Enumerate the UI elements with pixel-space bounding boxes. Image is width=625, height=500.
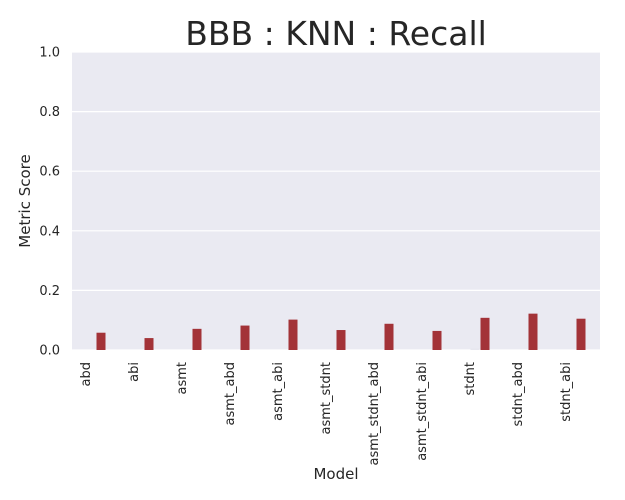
y-tick-label: 0.4 [39, 224, 60, 239]
y-tick-label: 0.0 [39, 344, 60, 359]
bar-asmt_stdnt_abi-series-2 [432, 330, 442, 350]
y-axis-label: Metric Score [16, 154, 34, 247]
x-tick-label: asmt_abd [223, 362, 238, 425]
chart-title: BBB : KNN : Recall [185, 14, 487, 53]
bar-stdnt_abi-series-2 [576, 318, 586, 350]
y-tick-label: 0.2 [39, 284, 60, 299]
x-tick-label: stdnt_abd [511, 362, 526, 426]
bar-asmt_stdnt-series-2 [336, 330, 346, 350]
plot-area [72, 52, 600, 350]
x-tick-label: asmt_stdnt_abd [367, 362, 382, 465]
x-axis-label: Model [313, 465, 358, 483]
bar-asmt_abd-series-2 [240, 325, 250, 350]
x-tick-label: asmt_stdnt [319, 362, 334, 434]
bars [96, 313, 586, 350]
x-tick-label: stdnt_abi [559, 362, 574, 422]
x-tick-label: stdnt [463, 362, 478, 395]
bar-asmt-series-2 [192, 328, 202, 350]
x-tick-label: asmt_stdnt_abi [415, 362, 430, 461]
x-tick-label: abi [127, 362, 142, 382]
x-axis-ticks: abd abi asmt asmt_abd asmt_abi asmt_stdnt asmt… [79, 362, 574, 465]
bar-stdnt-series-1 [470, 348, 480, 350]
y-tick-label: 0.6 [39, 165, 60, 180]
bar-stdnt_abd-series-2 [528, 313, 538, 350]
y-tick-label: 0.8 [39, 105, 60, 120]
bar-asmt_abi-series-2 [288, 319, 298, 350]
y-axis-ticks: 0.0 0.2 0.4 0.6 0.8 1.0 [39, 46, 60, 359]
gridlines [72, 51, 600, 351]
y-tick-label: 1.0 [39, 46, 60, 61]
bar-asmt_stdnt_abd-series-2 [384, 323, 394, 350]
bar-stdnt-series-2 [480, 317, 490, 350]
bar-abd-series-2 [96, 332, 106, 350]
x-tick-label: abd [79, 362, 94, 386]
x-tick-label: asmt [175, 362, 190, 395]
x-tick-label: asmt_abi [271, 362, 286, 421]
bar-abi-series-2 [144, 338, 154, 350]
